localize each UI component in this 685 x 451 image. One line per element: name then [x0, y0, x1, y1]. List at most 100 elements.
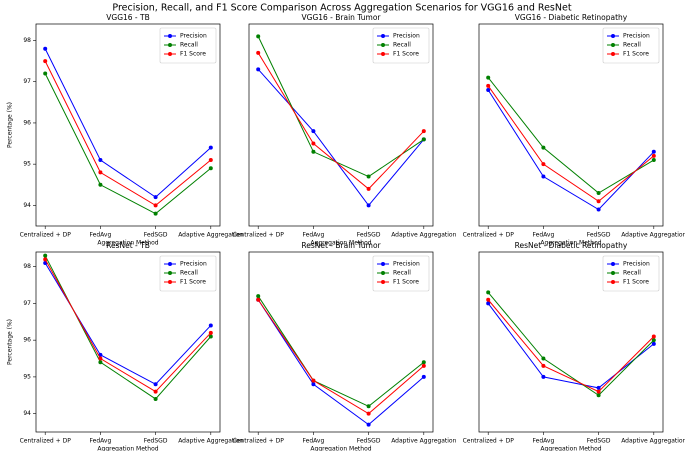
series-line — [487, 77, 655, 194]
point — [153, 203, 158, 208]
series-line — [487, 292, 655, 396]
point — [311, 149, 316, 154]
x-tick-label: FedSGD — [587, 438, 611, 445]
legend-marker — [381, 43, 385, 47]
x-tick-label: FedAvg — [90, 232, 112, 239]
legend-marker — [381, 271, 385, 275]
y-tick-label: 95 — [23, 373, 31, 380]
point — [256, 50, 261, 55]
subplot-title: VGG16 - Diabetic Retinopathy — [515, 13, 628, 22]
point — [651, 149, 656, 154]
series-line — [487, 85, 655, 202]
y-tick-label: 94 — [23, 410, 31, 417]
point — [208, 330, 213, 335]
legend-marker — [168, 271, 172, 275]
subplot-title: VGG16 - TB — [106, 13, 150, 22]
point — [421, 360, 426, 365]
point — [256, 297, 261, 302]
legend-label: Recall — [393, 42, 411, 49]
point — [43, 257, 48, 262]
point — [541, 363, 546, 368]
point — [651, 341, 656, 346]
point — [366, 186, 371, 191]
series-line — [257, 299, 425, 415]
legend-label: Precision — [623, 261, 650, 268]
point — [43, 46, 48, 51]
point — [153, 382, 158, 387]
point — [596, 191, 601, 196]
subplot-title: ResNet - Brain Tumor — [301, 241, 381, 250]
legend-label: Precision — [180, 261, 207, 268]
x-tick-label: Centralized + DP — [463, 438, 515, 445]
legend-marker — [611, 43, 615, 47]
plot-frame — [478, 23, 664, 227]
y-tick-label: 96 — [23, 337, 31, 344]
point — [153, 195, 158, 200]
x-axis-label: Aggregation Method — [540, 446, 601, 451]
series-line — [44, 60, 212, 206]
x-tick-label: FedSGD — [357, 438, 381, 445]
point — [153, 389, 158, 394]
point — [366, 174, 371, 179]
legend-label: F1 Score — [180, 51, 206, 58]
legend-marker — [381, 280, 385, 284]
legend-label: Precision — [393, 261, 420, 268]
point — [596, 393, 601, 398]
point — [421, 374, 426, 379]
point — [256, 294, 261, 299]
legend-label: Precision — [180, 33, 207, 40]
legend-label: Recall — [623, 270, 641, 277]
series-line — [487, 89, 655, 211]
point — [153, 211, 158, 216]
point — [311, 141, 316, 146]
x-tick-label: Adaptive Aggregation — [621, 232, 685, 239]
y-tick-label: 98 — [23, 37, 31, 44]
x-tick-label: FedAvg — [533, 438, 555, 445]
point — [366, 404, 371, 409]
point — [366, 411, 371, 416]
point — [596, 385, 601, 390]
series-line — [44, 259, 212, 393]
series-line — [257, 299, 425, 426]
legend-label: F1 Score — [393, 51, 419, 58]
x-tick-label: FedAvg — [90, 438, 112, 445]
x-tick-label: FedSGD — [144, 232, 168, 239]
y-axis-label: Percentage (%) — [7, 102, 14, 148]
legend-marker — [381, 262, 385, 266]
figure-title: Precision, Recall, and F1 Score Comparis… — [112, 3, 571, 14]
y-axis-label: Percentage (%) — [7, 319, 14, 365]
point — [596, 207, 601, 212]
legend-marker — [168, 280, 172, 284]
series-line — [257, 52, 425, 190]
x-tick-label: Adaptive Aggregation — [391, 232, 456, 239]
point — [43, 253, 48, 258]
legend-marker — [611, 52, 615, 56]
point — [208, 145, 213, 150]
point — [256, 34, 261, 39]
legend-label: Recall — [180, 270, 198, 277]
legend-marker — [168, 52, 172, 56]
legend-marker — [168, 262, 172, 266]
legend-marker — [381, 34, 385, 38]
y-tick-label: 95 — [23, 161, 31, 168]
x-tick-label: Adaptive Aggregation — [178, 438, 243, 445]
legend-label: Precision — [393, 33, 420, 40]
y-tick-label: 96 — [23, 119, 31, 126]
legend-marker — [381, 52, 385, 56]
point — [596, 389, 601, 394]
point — [486, 75, 491, 80]
x-tick-label: Centralized + DP — [233, 438, 285, 445]
legend-label: F1 Score — [393, 279, 419, 286]
x-tick-label: FedSGD — [587, 232, 611, 239]
point — [153, 396, 158, 401]
legend-label: Precision — [623, 33, 650, 40]
legend-marker — [611, 34, 615, 38]
point — [596, 199, 601, 204]
legend-label: F1 Score — [623, 279, 649, 286]
point — [208, 334, 213, 339]
x-tick-label: FedAvg — [533, 232, 555, 239]
x-tick-label: Centralized + DP — [20, 232, 72, 239]
x-tick-label: FedSGD — [144, 438, 168, 445]
point — [651, 158, 656, 163]
